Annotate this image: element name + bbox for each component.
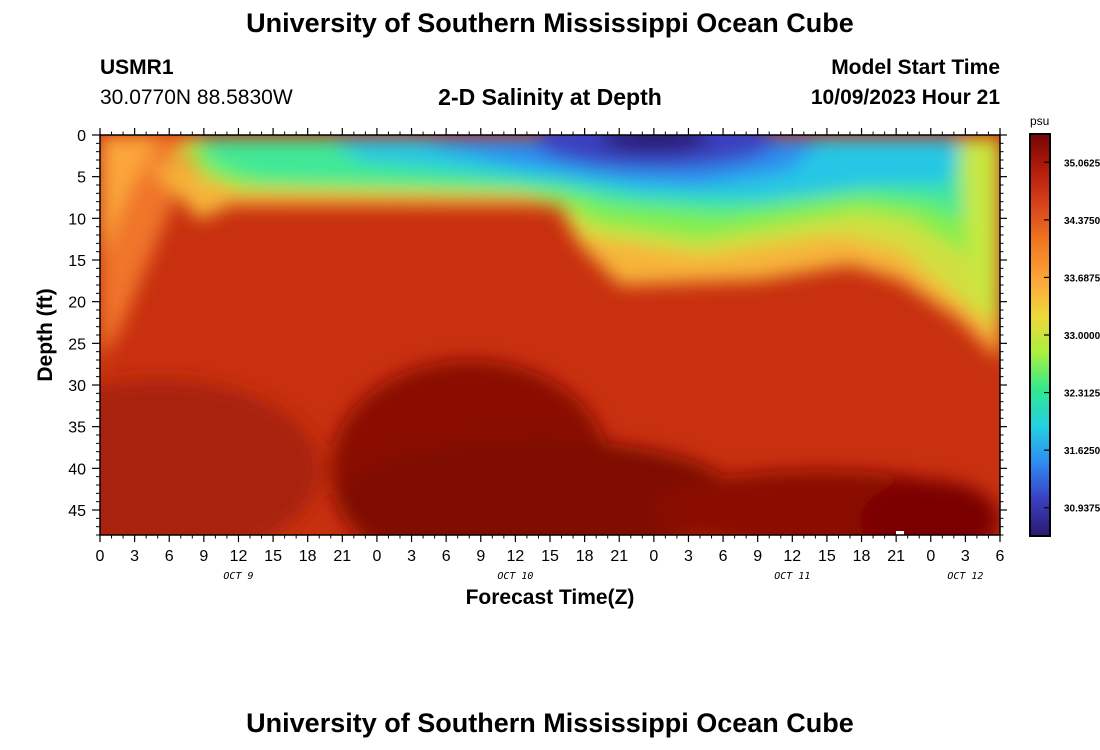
y-tick-label: 45 xyxy=(68,503,86,520)
date-label: OCT 9 xyxy=(223,571,253,582)
colorbar-tick-label: 32.3125 xyxy=(1064,389,1100,400)
x-tick-label: 3 xyxy=(407,548,416,565)
salinity-heatmap xyxy=(100,135,1000,535)
colorbar-unit-label: psu xyxy=(1030,114,1050,128)
x-tick-label: 9 xyxy=(753,548,762,565)
x-tick-label: 0 xyxy=(372,548,381,565)
x-tick-label: 6 xyxy=(165,548,174,565)
x-tick-label: 3 xyxy=(130,548,139,565)
x-tick-label: 0 xyxy=(649,548,658,565)
x-tick-label: 18 xyxy=(576,548,594,565)
x-tick-label: 6 xyxy=(996,548,1005,565)
y-tick-label: 0 xyxy=(77,128,86,145)
model-start-label: Model Start Time xyxy=(831,56,1000,79)
x-tick-label: 21 xyxy=(887,548,905,565)
y-tick-label: 40 xyxy=(68,461,86,478)
x-tick-label: 18 xyxy=(853,548,871,565)
main-title: University of Southern Mississippi Ocean… xyxy=(246,8,854,38)
y-tick-label: 25 xyxy=(68,336,86,353)
model-start-value: 10/09/2023 Hour 21 xyxy=(810,86,1000,109)
x-tick-label: 0 xyxy=(96,548,105,565)
x-axis: 0 3 6 9 12 15 18 21 0 3 6 9 12 15 18 21 0 3 6 9 12 15 18 21 0 3 6 O… xyxy=(96,128,1005,582)
x-tick-label: 12 xyxy=(230,548,248,565)
colorbar-tick-label: 35.0625 xyxy=(1064,158,1100,169)
colorbar-tick-label: 31.6250 xyxy=(1064,446,1100,457)
date-label: OCT 10 xyxy=(497,571,533,582)
y-tick-label: 10 xyxy=(68,211,86,228)
y-axis: 0 5 10 15 20 25 30 35 40 45 xyxy=(68,128,1007,536)
x-tick-label: 21 xyxy=(610,548,628,565)
y-tick-label: 35 xyxy=(68,420,86,437)
y-axis-label: Depth (ft) xyxy=(34,288,57,382)
y-tick-label: 15 xyxy=(68,253,86,270)
colorbar: 35.0625 34.3750 33.6875 33.0000 32.3125 31.62… xyxy=(1029,133,1100,537)
x-tick-label: 9 xyxy=(199,548,208,565)
x-tick-label: 6 xyxy=(442,548,451,565)
x-tick-label: 3 xyxy=(961,548,970,565)
date-label: OCT 12 xyxy=(947,571,983,582)
x-axis-label: Forecast Time(Z) xyxy=(465,586,635,609)
plot-title: 2-D Salinity at Depth xyxy=(438,84,662,110)
x-tick-label: 18 xyxy=(299,548,317,565)
x-tick-label: 9 xyxy=(476,548,485,565)
bottom-title: University of Southern Mississippi Ocean… xyxy=(246,708,854,738)
y-tick-label: 20 xyxy=(68,295,86,312)
x-tick-label: 15 xyxy=(541,548,559,565)
colorbar-tick-label: 33.6875 xyxy=(1064,273,1100,284)
colorbar-tick-label: 30.9375 xyxy=(1064,504,1100,515)
date-label: OCT 11 xyxy=(774,571,810,582)
station-coordinates: 30.0770N 88.5830W xyxy=(100,86,293,109)
x-tick-label: 15 xyxy=(818,548,836,565)
x-tick-label: 12 xyxy=(506,548,524,565)
colorbar-tick-label: 33.0000 xyxy=(1064,331,1100,342)
x-tick-label: 21 xyxy=(333,548,351,565)
colorbar-tick-label: 34.3750 xyxy=(1064,216,1100,227)
y-tick-label: 30 xyxy=(68,378,86,395)
y-tick-label: 5 xyxy=(77,170,86,187)
x-tick-label: 0 xyxy=(926,548,935,565)
station-id: USMR1 xyxy=(100,56,174,79)
x-tick-label: 15 xyxy=(264,548,282,565)
x-tick-label: 12 xyxy=(783,548,801,565)
x-tick-label: 6 xyxy=(719,548,728,565)
x-tick-label: 3 xyxy=(684,548,693,565)
